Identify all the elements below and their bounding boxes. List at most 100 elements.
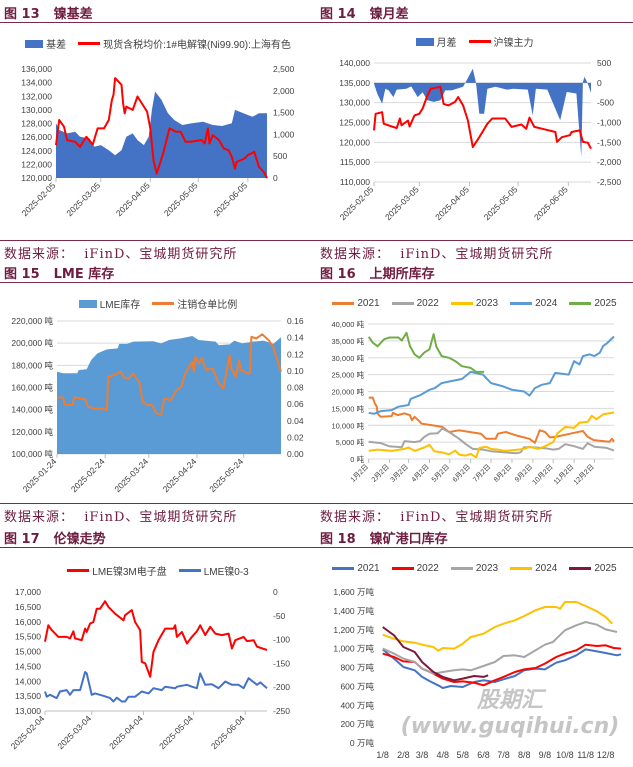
x-tick-label: 8/8	[518, 750, 531, 760]
y-tick-label-left: 140,000 吨	[11, 405, 53, 415]
y-tick-label-right: -200	[273, 682, 290, 692]
series-area-0	[57, 336, 281, 454]
source-note: 数据来源： iFinD、宝城期货研究所	[4, 247, 238, 262]
legend-swatch	[178, 569, 201, 572]
y-tick-label-right: -150	[273, 658, 290, 668]
y-tick-label-left: 124,000	[21, 146, 52, 156]
x-tick-label: 2025-02-24	[69, 456, 107, 494]
source-rule	[316, 503, 633, 504]
legend-label: 月差	[436, 38, 457, 49]
y-tick-label-right: -1,500	[597, 137, 621, 147]
y-tick-label-right: 0.00	[287, 449, 304, 459]
series-line-1	[44, 671, 268, 703]
y-tick-label-left: 0 吨	[350, 454, 364, 464]
legend-swatch	[78, 299, 97, 308]
y-tick-label-left: 180,000 吨	[11, 360, 53, 370]
y-tick-label-right: 500	[597, 58, 611, 68]
chart: 120,000 122,000 124,000 126,000 128,000 130,0…	[20, 64, 295, 218]
source-note: 数据来源： iFinD、宝城期货研究所	[320, 510, 554, 525]
y-tick-label-left: 130,000	[21, 105, 52, 115]
y-tick-label-right: 0	[273, 587, 278, 597]
figure-name: 伦镍走势	[53, 532, 106, 547]
y-tick-label-left: 130,000	[339, 98, 370, 108]
y-tick-label-left: 1,000 万吨	[333, 644, 374, 654]
series-line-0	[368, 396, 615, 444]
legend-swatch	[468, 40, 491, 43]
y-tick-label-right: 0	[597, 78, 602, 88]
legend-swatch	[450, 567, 473, 570]
legend-swatch	[510, 302, 533, 305]
legend-label: 2021	[357, 563, 380, 574]
y-tick-label-left: 14,000	[15, 676, 41, 686]
x-tick-label: 6月2日	[451, 463, 472, 484]
legend-item: LME镍3M电子盘	[67, 563, 167, 578]
x-tick-label: 2025-03-05	[383, 184, 421, 222]
legend-label: 2022	[416, 563, 439, 574]
legend-label: 2022	[416, 298, 439, 309]
y-tick-label-right: 0.12	[287, 349, 304, 359]
x-tick-label: 2025-03-24	[112, 456, 150, 494]
x-tick-label: 3/8	[416, 750, 429, 760]
figure-number: 图 15	[4, 267, 40, 282]
x-tick-label: 2025-05-05	[482, 184, 520, 222]
y-tick-label-right: 500	[273, 151, 287, 161]
figure-panel-13: 图 13 镍基差 数据来源： iFinD、宝城期货研究所 基差 现货含税均价:1#电解镍…	[0, 0, 316, 262]
y-tick-label-left: 15,000 吨	[331, 403, 364, 413]
y-tick-label-right: 0	[273, 173, 278, 183]
x-tick-label: 2025-04-05	[433, 184, 471, 222]
chart: 13,000 13,500 14,000 14,500 15,000 15,500 16,0…	[9, 587, 291, 751]
title-rule	[0, 547, 316, 548]
x-tick-label: 2025-05-05	[162, 180, 200, 218]
x-tick-label: 2025-06-05	[211, 180, 249, 218]
figure-name: 上期所库存	[369, 267, 435, 282]
y-tick-label-left: 30,000 吨	[331, 353, 364, 363]
y-tick-label-right: 1,000	[273, 129, 295, 139]
series-line-1	[55, 77, 268, 179]
y-tick-label-right: -100	[273, 635, 290, 645]
title-rule	[316, 22, 633, 23]
legend-swatch	[391, 567, 414, 570]
legend-label: LME库存	[99, 300, 141, 311]
legend-swatch	[510, 567, 533, 570]
y-tick-label-left: 400 万吨	[340, 700, 374, 710]
figure-number: 图 18	[320, 532, 356, 547]
x-tick-label: 2025-05-04	[157, 713, 195, 751]
y-tick-label-left: 125,000	[339, 118, 370, 128]
legend-label: 现货含税均价:1#电解镍(Ni99.90):上海有色	[103, 40, 291, 51]
series-line-1	[368, 427, 615, 455]
legend-item: 2022	[391, 298, 439, 309]
y-tick-label-left: 15,500	[15, 632, 41, 642]
legend-swatch	[152, 302, 175, 305]
y-tick-label-right: 0.04	[287, 416, 304, 426]
chart: 110,000 115,000 120,000 125,000 130,000 135,0…	[338, 58, 622, 222]
x-tick-label: 7/8	[497, 750, 510, 760]
source-note: 数据来源： iFinD、宝城期货研究所	[320, 247, 554, 262]
y-tick-label-right: 0.08	[287, 383, 304, 393]
source-rule	[316, 240, 633, 241]
y-tick-label-right: -500	[597, 98, 614, 108]
x-tick-label: 11/8	[577, 750, 594, 760]
legend-swatch	[67, 569, 90, 572]
legend-swatch	[332, 302, 355, 305]
figure-panel-17: 图 17 伦镍走势 LME镍3M电子盘 LME镍0-3 13,000 13,500 14,0…	[0, 525, 316, 767]
chart: 100,000 吨 120,000 吨 140,000 吨 160,000 吨 180,…	[11, 316, 304, 494]
figure-panel-14: 图 14 镍月差 数据来源： iFinD、宝城期货研究所 月差 沪镍主力 110,000 1…	[316, 0, 633, 262]
x-tick-label: 2025-03-05	[64, 180, 102, 218]
figure-name: LME 库存	[53, 267, 115, 282]
y-tick-label-left: 140,000	[339, 58, 370, 68]
y-tick-label-right: 1,500	[273, 108, 295, 118]
legend-item: 月差	[415, 34, 457, 49]
y-tick-label-right: -2,000	[597, 157, 621, 167]
source-note: 数据来源： iFinD、宝城期货研究所	[4, 510, 238, 525]
legend: 2021 2022 2023 2024 2025	[316, 298, 633, 309]
y-tick-label-left: 220,000 吨	[11, 316, 53, 326]
y-tick-label-left: 15,000	[15, 647, 41, 657]
figure-title: 图 14 镍月差	[320, 3, 409, 22]
y-tick-label-left: 1,200 万吨	[333, 625, 374, 635]
series-line-1	[57, 333, 282, 416]
y-tick-label-left: 16,500	[15, 602, 41, 612]
legend-swatch	[25, 39, 44, 48]
y-tick-label-left: 40,000 吨	[331, 319, 364, 329]
chart: 0 吨 5,000 吨 10,000 吨 15,000 吨 20,000 吨 25,000…	[331, 319, 615, 487]
legend-item: LME镍0-3	[178, 563, 249, 578]
